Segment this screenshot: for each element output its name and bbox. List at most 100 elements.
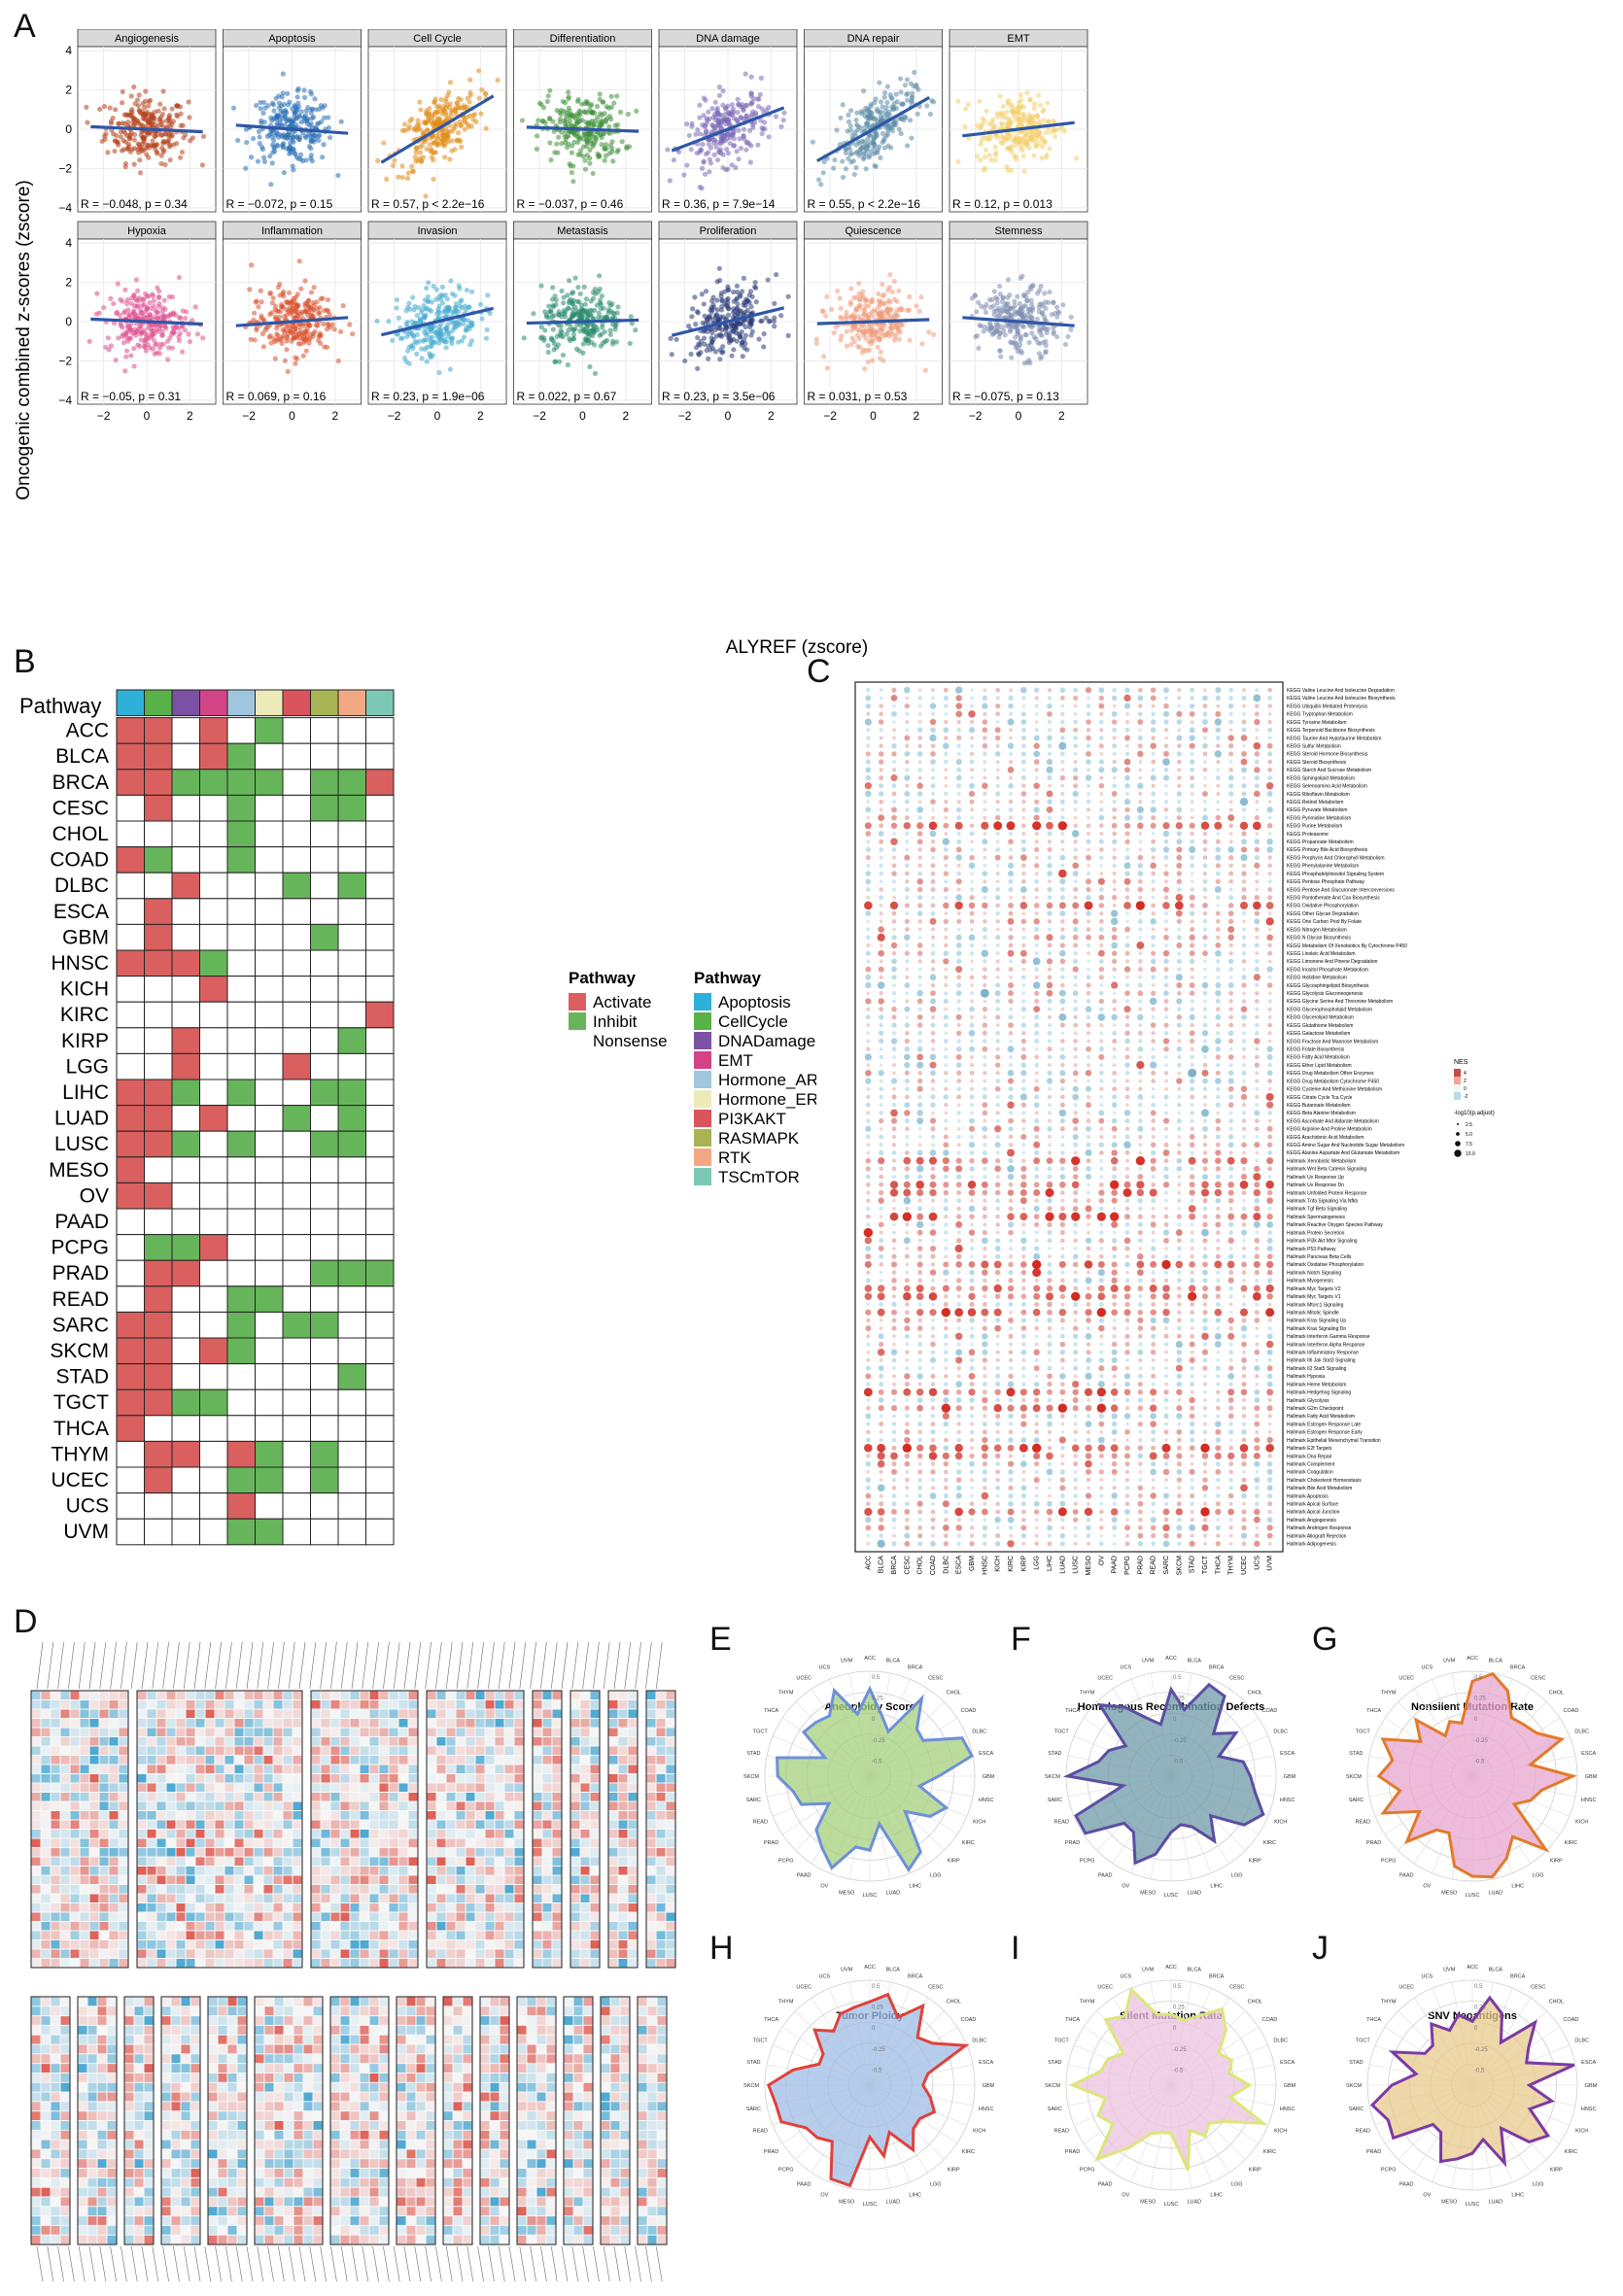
gsea-dot xyxy=(944,768,949,772)
heatmap-cell xyxy=(171,1440,200,1468)
data-point xyxy=(583,307,590,314)
gsea-dot xyxy=(1087,696,1090,701)
gsea-dot xyxy=(1099,752,1104,756)
data-point xyxy=(853,117,859,123)
data-point xyxy=(456,95,462,101)
data-point xyxy=(123,112,129,118)
heatmap-cell xyxy=(199,1027,228,1054)
data-point xyxy=(685,323,692,329)
data-point xyxy=(686,132,692,138)
data-point xyxy=(272,356,278,361)
data-point xyxy=(306,340,312,346)
gsea-dot xyxy=(1009,751,1013,756)
gsea-dot xyxy=(1267,719,1272,725)
data-point xyxy=(706,150,711,155)
data-point xyxy=(326,115,331,120)
data-point xyxy=(302,308,308,315)
data-point xyxy=(129,330,135,336)
y-tick-label: 2 xyxy=(65,84,72,97)
data-point xyxy=(438,96,444,103)
gsea-dot xyxy=(1163,839,1169,844)
data-point xyxy=(688,351,694,358)
data-point xyxy=(597,286,603,292)
gsea-dot xyxy=(1033,735,1040,741)
data-point xyxy=(915,111,920,117)
data-point xyxy=(780,117,786,123)
gsea-dot xyxy=(994,814,1001,821)
gsea-dot xyxy=(878,831,884,837)
gsea-dot xyxy=(1008,831,1014,837)
x-tick-label: −2 xyxy=(678,409,692,423)
cancer-label: UVM xyxy=(63,1521,109,1543)
heatmap-cell xyxy=(171,1130,200,1158)
gsea-dot xyxy=(995,831,1000,837)
heatmap-cell xyxy=(226,1001,256,1029)
gsea-dot xyxy=(1163,855,1169,861)
data-point xyxy=(252,337,258,343)
data-point xyxy=(121,147,127,153)
data-point xyxy=(704,116,709,121)
data-point xyxy=(758,75,764,81)
data-point xyxy=(909,94,915,100)
data-point xyxy=(570,331,577,337)
data-point xyxy=(744,307,750,313)
pathway-color-header-rtk xyxy=(337,689,366,717)
gsea-dot xyxy=(1047,846,1053,852)
gsea-dot xyxy=(1151,768,1156,772)
data-point xyxy=(1009,102,1015,108)
data-point xyxy=(254,298,259,304)
data-point xyxy=(698,349,704,356)
data-point xyxy=(286,323,293,328)
gsea-dot xyxy=(1267,736,1272,740)
gsea-dot xyxy=(995,799,1000,805)
data-point xyxy=(1012,334,1019,340)
data-point xyxy=(872,135,878,141)
gsea-dot xyxy=(1020,751,1026,757)
gsea-dot xyxy=(1059,695,1065,701)
data-point xyxy=(169,121,175,127)
data-point xyxy=(386,319,392,325)
data-point xyxy=(838,115,844,120)
data-point xyxy=(828,306,835,313)
data-point xyxy=(547,87,553,93)
data-point xyxy=(893,323,899,328)
gsea-dot xyxy=(1138,832,1143,836)
heatmap-cell xyxy=(171,717,200,744)
gsea-dot xyxy=(1047,799,1053,805)
pathway-color-header-emt xyxy=(199,689,228,717)
gsea-dot xyxy=(1151,832,1156,836)
heatmap-cell xyxy=(116,1415,145,1442)
data-point xyxy=(401,121,408,127)
gsea-dot xyxy=(892,800,896,805)
data-point xyxy=(148,97,154,103)
data-point xyxy=(955,158,961,164)
regression-line xyxy=(816,318,930,326)
data-point xyxy=(409,116,415,122)
gsea-dot xyxy=(1150,695,1157,702)
heatmap-cell xyxy=(365,1337,395,1365)
data-point xyxy=(293,355,298,360)
data-point xyxy=(429,154,435,160)
data-point xyxy=(183,315,189,322)
data-point xyxy=(1059,124,1065,130)
data-point xyxy=(862,113,868,119)
data-point xyxy=(570,179,576,185)
data-point xyxy=(717,357,723,362)
gsea-dot xyxy=(1099,736,1104,740)
gsea-dot xyxy=(970,743,974,748)
heatmap-cell xyxy=(199,1156,228,1183)
gsea-dot xyxy=(1021,823,1026,829)
data-point xyxy=(405,304,411,310)
gsea-dot xyxy=(1099,847,1104,852)
data-point xyxy=(870,358,876,363)
data-point xyxy=(774,272,779,278)
heatmap-cell xyxy=(282,1492,311,1520)
pathway-label: KEGG Pyrimidine Metabolism xyxy=(1287,815,1351,821)
gsea-dot xyxy=(1008,759,1014,765)
data-point xyxy=(1017,301,1023,307)
gsea-dot xyxy=(1150,774,1157,781)
data-point xyxy=(151,337,157,343)
gsea-dot xyxy=(1020,686,1027,694)
y-tick-label: 0 xyxy=(65,315,72,328)
gsea-dot xyxy=(1099,728,1104,733)
